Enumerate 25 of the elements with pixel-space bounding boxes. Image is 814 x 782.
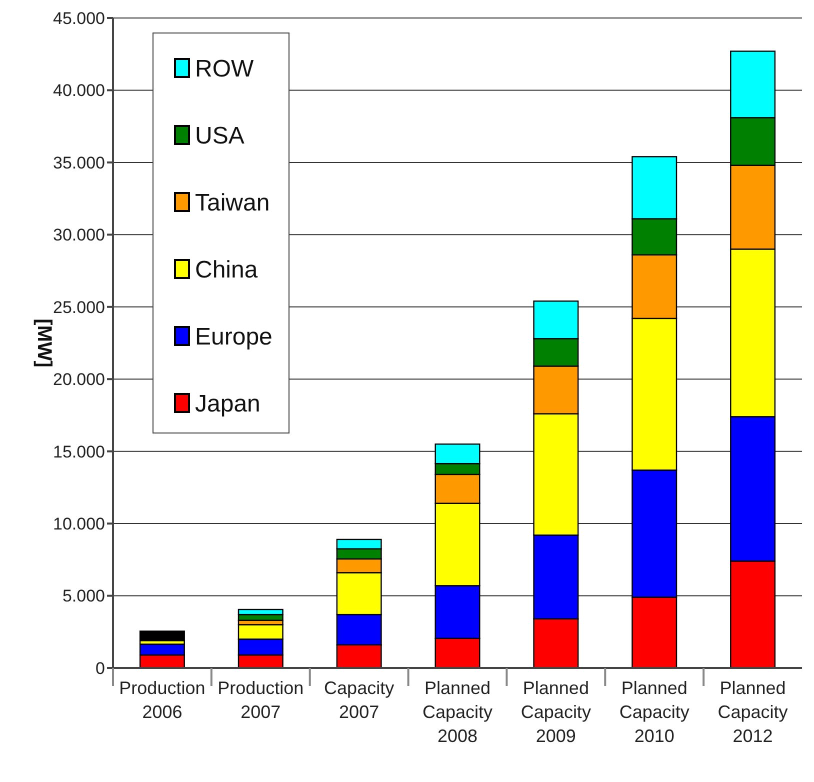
- y-tick-label: 5.000: [62, 586, 105, 606]
- y-tick-label: 15.000: [53, 442, 105, 462]
- y-tick-label: 0: [96, 658, 105, 678]
- y-tick-label: 35.000: [53, 153, 105, 172]
- y-tick-label: 45.000: [53, 8, 105, 28]
- x-tick-label: Production 2006: [119, 678, 206, 722]
- legend-label: Taiwan: [195, 189, 270, 216]
- y-tick-label: 10.000: [53, 514, 105, 534]
- y-tick-label: 40.000: [53, 81, 105, 100]
- y-tick-label: 25.000: [53, 298, 105, 317]
- legend-label: ROW: [195, 55, 254, 82]
- y-axis-title: [MW]: [33, 318, 55, 368]
- legend-label: Europe: [195, 323, 272, 350]
- x-tick-label: Planned Capacity 2012: [718, 678, 788, 746]
- x-tick-label: Capacity 2007: [324, 678, 394, 722]
- x-tick-label: Production 2007: [218, 678, 304, 722]
- x-tick-label: Planned Capacity 2009: [520, 678, 591, 746]
- x-tick-label: Planned Capacity 2010: [619, 678, 690, 746]
- legend-label: China: [195, 256, 258, 284]
- legend-label: USA: [195, 122, 244, 150]
- y-tick-label: 30.000: [53, 226, 105, 245]
- legend-label: Japan: [195, 390, 260, 418]
- y-tick-label: 20.000: [53, 370, 105, 390]
- bar: [139, 630, 185, 642]
- x-tick-label: Planned Capacity 2008: [422, 678, 493, 746]
